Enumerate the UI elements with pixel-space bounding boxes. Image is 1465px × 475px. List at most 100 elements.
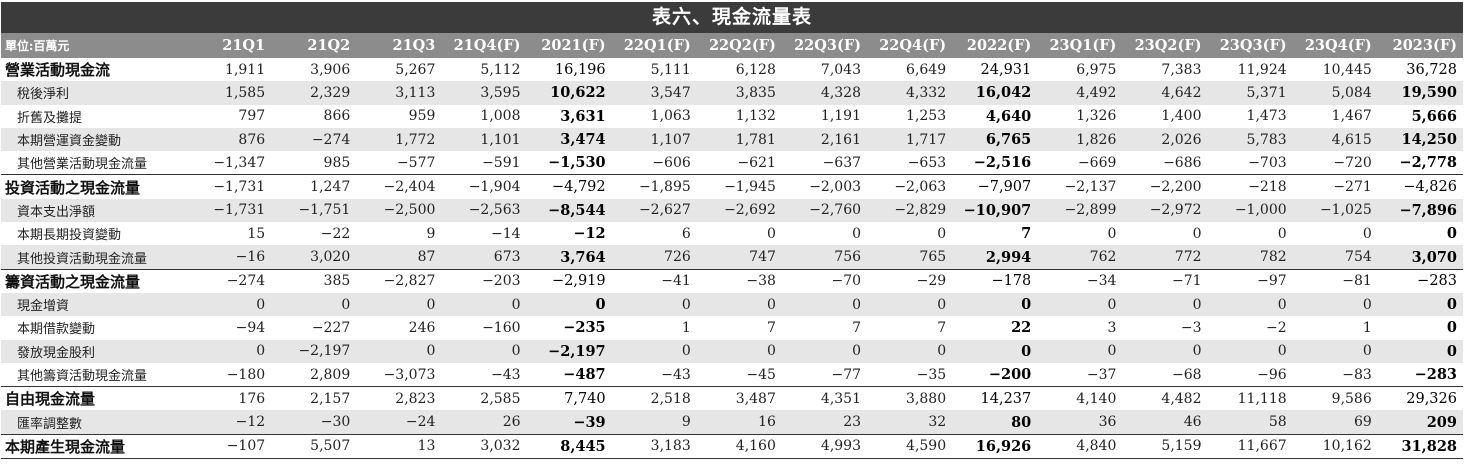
cell-value: 1,247: [271, 174, 357, 199]
cell-value: 2,026: [1122, 127, 1208, 152]
cell-value: 16,196: [554, 61, 606, 78]
table-row: 本期借款變動 −94 −227 246 −160 −235 1 7 7 7 22 3 −3 −2 1 0: [1, 316, 1463, 339]
cell-value: −34: [1037, 268, 1123, 293]
column-header: 2021(F): [526, 33, 612, 58]
cell-value: −4,826: [1377, 174, 1463, 199]
cell-value: 4,642: [1122, 81, 1208, 105]
cell-value: 0: [1122, 292, 1208, 317]
cell-value: −71: [1122, 268, 1208, 293]
cell-value: −1,025: [1292, 198, 1378, 223]
cell-value: 3,547: [611, 81, 697, 105]
cell-value: 1,008: [480, 108, 521, 125]
cell-value: 0: [611, 292, 697, 317]
row-label: 發放現金股利: [1, 339, 187, 363]
cell-value: −1,904: [441, 174, 527, 199]
cell-value: −38: [696, 268, 782, 293]
cell-value: 7,383: [1161, 61, 1202, 78]
cell-value: 1,826: [1037, 127, 1123, 152]
row-label: 本期借款變動: [17, 322, 96, 338]
section-row: 籌資活動之現金流量 −274 385 −2,827 −203 −2,919 −41 −38 −7…: [1, 268, 1463, 293]
cell-value: 23: [781, 410, 868, 435]
cell-value: 0: [1362, 225, 1372, 242]
cell-value: 16,042: [952, 81, 1038, 105]
column-header: 22Q4(F): [867, 33, 953, 58]
cell-value: 4,590: [867, 433, 953, 460]
cell-value: −1,000: [1207, 198, 1293, 223]
column-header: 21Q3: [356, 33, 442, 58]
cell-value: −41: [611, 268, 697, 293]
cell-value: 8,445: [526, 433, 612, 460]
cell-value: 46: [1122, 410, 1208, 435]
column-header: 23Q3(F): [1207, 33, 1293, 58]
section-row: 投資活動之現金流量 −1,731 1,247 −2,404 −1,904 −4,792 −1…: [1, 174, 1463, 199]
cell-value: 31,828: [1377, 433, 1463, 460]
cell-value: −8,544: [526, 198, 612, 223]
column-header: 2022(F): [952, 33, 1038, 58]
table-row: 資本支出淨額 −1,731 −1,751 −2,500 −2,563 −8,544 −2,6…: [1, 198, 1463, 223]
cell-value: 4,140: [1037, 386, 1123, 411]
row-label: 其他營業活動現金流量: [17, 157, 148, 173]
cell-value: 0: [356, 339, 442, 363]
cell-value: 4,840: [1037, 433, 1123, 460]
cell-value: 10,622: [526, 81, 612, 105]
cell-value: 0: [1122, 339, 1208, 363]
cell-value: 29,326: [1377, 386, 1463, 411]
cell-value: −12: [186, 410, 272, 435]
cell-value: 0: [1207, 292, 1293, 317]
cell-value: 3,880: [867, 386, 953, 411]
cell-value: −637: [822, 154, 862, 171]
row-label: 稅後淨利: [1, 81, 187, 105]
cell-value: −703: [1248, 154, 1287, 171]
table-title: 表六、現金流量表: [1, 2, 1463, 33]
cell-value: 0: [441, 339, 527, 363]
cell-value: −200: [988, 366, 1032, 383]
cell-value: 0: [271, 292, 357, 317]
cell-value: 0: [781, 339, 868, 363]
cell-value: 0: [186, 292, 272, 317]
cell-value: 2,329: [271, 81, 357, 105]
cell-value: 3,032: [441, 433, 527, 460]
cell-value: 176: [186, 386, 272, 411]
cell-value: −77: [831, 366, 862, 383]
cell-value: −107: [186, 433, 272, 460]
cell-value: −235: [563, 319, 606, 337]
cell-value: 14,250: [1377, 127, 1463, 152]
cell-value: 0: [611, 339, 697, 363]
cell-value: −16: [186, 245, 272, 270]
cell-value: 2,809: [310, 366, 351, 383]
cell-value: 4,993: [781, 433, 868, 460]
cell-value: 1,326: [1076, 108, 1117, 125]
cell-value: 4,328: [781, 81, 868, 105]
cell-value: −180: [226, 366, 266, 383]
cell-value: −7,907: [952, 174, 1038, 199]
row-label: 其他籌資活動現金流量: [17, 369, 148, 384]
cell-value: −45: [746, 366, 776, 383]
cell-value: 15: [247, 225, 266, 242]
cell-value: 1,101: [441, 127, 527, 152]
cell-value: 9,586: [1292, 386, 1378, 411]
cell-value: 6,649: [906, 61, 947, 78]
cell-value: 0: [696, 339, 782, 363]
cell-value: 0: [1377, 292, 1463, 317]
cell-value: 0: [441, 292, 527, 317]
cell-value: −2,200: [1122, 174, 1208, 199]
cell-value: 9: [611, 410, 697, 435]
cell-value: 7,740: [526, 386, 612, 411]
cell-value: −83: [1342, 366, 1372, 383]
cell-value: 0: [766, 225, 776, 242]
cell-value: 4,640: [985, 107, 1032, 125]
cell-value: 762: [1037, 245, 1123, 270]
cell-value: 1,911: [225, 61, 266, 78]
row-label: 本期營運資金變動: [1, 127, 187, 152]
cell-value: 3,764: [526, 245, 612, 270]
cell-value: −2,760: [781, 198, 868, 223]
cell-value: 0: [1277, 225, 1287, 242]
cell-value: −283: [1414, 366, 1457, 383]
cell-value: 10,162: [1292, 433, 1378, 460]
cell-value: 11,924: [1237, 61, 1287, 78]
cell-value: −283: [1377, 268, 1463, 293]
cell-value: 797: [238, 108, 266, 125]
cell-value: 772: [1122, 245, 1208, 270]
cell-value: −1,895: [611, 174, 697, 199]
cell-value: 3,020: [271, 245, 357, 270]
